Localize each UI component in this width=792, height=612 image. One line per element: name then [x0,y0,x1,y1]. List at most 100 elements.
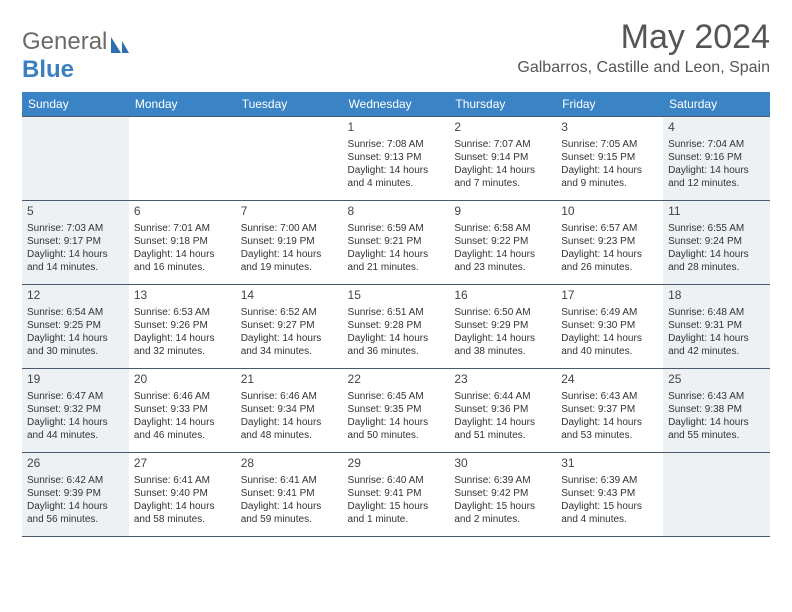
day-info: Sunrise: 7:00 AMSunset: 9:19 PMDaylight:… [241,222,338,274]
calendar-cell: 25Sunrise: 6:43 AMSunset: 9:38 PMDayligh… [663,369,770,453]
day-info: Sunrise: 6:46 AMSunset: 9:33 PMDaylight:… [134,390,231,442]
day-info: Sunrise: 6:52 AMSunset: 9:27 PMDaylight:… [241,306,338,358]
calendar-cell: 11 Sunrise: 6:55 AMSunset: 9:24 PMDayligh… [663,201,770,285]
weekday-header: Sunday [22,92,129,117]
day-number: 7 [241,204,338,220]
day-number: 19 [27,372,124,388]
day-number: 15 [348,288,445,304]
day-number: 21 [241,372,338,388]
day-number: 6 [134,204,231,220]
calendar-row: 12 Sunrise: 6:54 AMSunset: 9:25 PMDayligh… [22,285,770,369]
day-number: 8 [348,204,445,220]
weekday-header: Tuesday [236,92,343,117]
day-info: Sunrise: 6:46 AMSunset: 9:34 PMDaylight:… [241,390,338,442]
calendar-cell: 16Sunrise: 6:50 AMSunset: 9:29 PMDayligh… [449,285,556,369]
day-info: Sunrise: 6:45 AMSunset: 9:35 PMDaylight:… [348,390,445,442]
day-info: Sunrise: 6:50 AMSunset: 9:29 PMDaylight:… [454,306,551,358]
day-info: Sunrise: 6:42 AMSunset: 9:39 PMDaylight:… [27,474,124,526]
day-number: 24 [561,372,658,388]
day-number: 14 [241,288,338,304]
day-number: 31 [561,456,658,472]
calendar-cell: 8 Sunrise: 6:59 AMSunset: 9:21 PMDaylight… [343,201,450,285]
day-info: Sunrise: 6:39 AMSunset: 9:43 PMDaylight:… [561,474,658,526]
day-info: Sunrise: 6:54 AMSunset: 9:25 PMDaylight:… [27,306,124,358]
calendar-cell: 15Sunrise: 6:51 AMSunset: 9:28 PMDayligh… [343,285,450,369]
day-info: Sunrise: 6:49 AMSunset: 9:30 PMDaylight:… [561,306,658,358]
calendar-cell: 21 Sunrise: 6:46 AMSunset: 9:34 PMDayligh… [236,369,343,453]
day-number: 12 [27,288,124,304]
day-info: Sunrise: 6:57 AMSunset: 9:23 PMDaylight:… [561,222,658,274]
day-number: 3 [561,120,658,136]
day-number: 22 [348,372,445,388]
weekday-header: Friday [556,92,663,117]
logo-word2: Blue [22,56,74,83]
month-title: May 2024 [517,18,770,57]
calendar-body: 1 Sunrise: 7:08 AMSunset: 9:13 PMDaylight… [22,117,770,537]
calendar-cell: 7 Sunrise: 7:00 AMSunset: 9:19 PMDaylight… [236,201,343,285]
day-number: 1 [348,120,445,136]
calendar-cell: 20 Sunrise: 6:46 AMSunset: 9:33 PMDayligh… [129,369,236,453]
weekday-row: SundayMondayTuesdayWednesdayThursdayFrid… [22,92,770,117]
calendar-cell: 6 Sunrise: 7:01 AMSunset: 9:18 PMDaylight… [129,201,236,285]
calendar-cell: 30 Sunrise: 6:39 AMSunset: 9:42 PMDayligh… [449,453,556,537]
day-info: Sunrise: 7:04 AMSunset: 9:16 PMDaylight:… [668,138,765,190]
day-info: Sunrise: 6:58 AMSunset: 9:22 PMDaylight:… [454,222,551,274]
day-info: Sunrise: 6:41 AMSunset: 9:40 PMDaylight:… [134,474,231,526]
day-number: 23 [454,372,551,388]
calendar-row: 26Sunrise: 6:42 AMSunset: 9:39 PMDayligh… [22,453,770,537]
day-info: Sunrise: 6:47 AMSunset: 9:32 PMDaylight:… [27,390,124,442]
day-number: 20 [134,372,231,388]
calendar-cell [663,453,770,537]
day-number: 13 [134,288,231,304]
day-number: 17 [561,288,658,304]
day-info: Sunrise: 7:03 AMSunset: 9:17 PMDaylight:… [27,222,124,274]
calendar-cell: 23 Sunrise: 6:44 AMSunset: 9:36 PMDayligh… [449,369,556,453]
calendar-cell: 19 Sunrise: 6:47 AMSunset: 9:32 PMDayligh… [22,369,129,453]
calendar-cell: 3 Sunrise: 7:05 AMSunset: 9:15 PMDaylight… [556,117,663,201]
day-number: 27 [134,456,231,472]
day-info: Sunrise: 6:59 AMSunset: 9:21 PMDaylight:… [348,222,445,274]
logo-text: General Blue [22,28,131,84]
calendar-cell [129,117,236,201]
day-number: 29 [348,456,445,472]
weekday-header: Monday [129,92,236,117]
calendar-cell: 5 Sunrise: 7:03 AMSunset: 9:17 PMDaylight… [22,201,129,285]
day-number: 30 [454,456,551,472]
day-info: Sunrise: 6:44 AMSunset: 9:36 PMDaylight:… [454,390,551,442]
calendar-cell: 29 Sunrise: 6:40 AMSunset: 9:41 PMDayligh… [343,453,450,537]
calendar-cell: 24Sunrise: 6:43 AMSunset: 9:37 PMDayligh… [556,369,663,453]
day-number: 11 [668,204,765,220]
day-number: 2 [454,120,551,136]
day-info: Sunrise: 7:05 AMSunset: 9:15 PMDaylight:… [561,138,658,190]
day-info: Sunrise: 6:41 AMSunset: 9:41 PMDaylight:… [241,474,338,526]
day-number: 5 [27,204,124,220]
day-info: Sunrise: 6:39 AMSunset: 9:42 PMDaylight:… [454,474,551,526]
day-number: 25 [668,372,765,388]
calendar-cell [22,117,129,201]
header: General Blue May 2024 Galbarros, Castill… [22,18,770,84]
day-info: Sunrise: 6:40 AMSunset: 9:41 PMDaylight:… [348,474,445,526]
calendar-cell: 27 Sunrise: 6:41 AMSunset: 9:40 PMDayligh… [129,453,236,537]
calendar-cell [236,117,343,201]
title-block: May 2024 Galbarros, Castille and Leon, S… [517,18,770,77]
calendar-table: SundayMondayTuesdayWednesdayThursdayFrid… [22,92,770,537]
calendar-cell: 13 Sunrise: 6:53 AMSunset: 9:26 PMDayligh… [129,285,236,369]
day-info: Sunrise: 6:48 AMSunset: 9:31 PMDaylight:… [668,306,765,358]
location: Galbarros, Castille and Leon, Spain [517,59,770,77]
weekday-header: Saturday [663,92,770,117]
weekday-header: Thursday [449,92,556,117]
sail-icon [109,35,131,55]
calendar-cell: 12 Sunrise: 6:54 AMSunset: 9:25 PMDayligh… [22,285,129,369]
calendar-cell: 26Sunrise: 6:42 AMSunset: 9:39 PMDayligh… [22,453,129,537]
calendar-cell: 9Sunrise: 6:58 AMSunset: 9:22 PMDaylight… [449,201,556,285]
weekday-header: Wednesday [343,92,450,117]
calendar-cell: 31 Sunrise: 6:39 AMSunset: 9:43 PMDayligh… [556,453,663,537]
day-info: Sunrise: 7:01 AMSunset: 9:18 PMDaylight:… [134,222,231,274]
day-info: Sunrise: 6:53 AMSunset: 9:26 PMDaylight:… [134,306,231,358]
calendar-cell: 22 Sunrise: 6:45 AMSunset: 9:35 PMDayligh… [343,369,450,453]
day-info: Sunrise: 7:08 AMSunset: 9:13 PMDaylight:… [348,138,445,190]
calendar-row: 5 Sunrise: 7:03 AMSunset: 9:17 PMDaylight… [22,201,770,285]
day-number: 10 [561,204,658,220]
calendar-cell: 17 Sunrise: 6:49 AMSunset: 9:30 PMDayligh… [556,285,663,369]
day-info: Sunrise: 6:55 AMSunset: 9:24 PMDaylight:… [668,222,765,274]
